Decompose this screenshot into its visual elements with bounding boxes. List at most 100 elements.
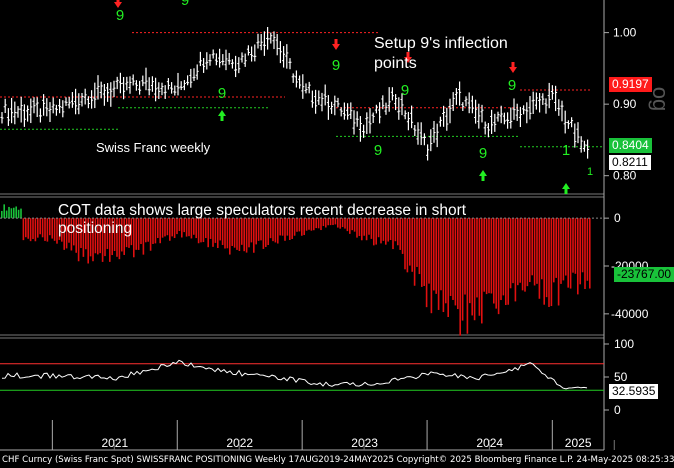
cot-bar [159, 218, 161, 244]
cot-bar [293, 218, 296, 236]
cot-bar [447, 218, 449, 318]
cot-y-tick-label: -40000 [611, 307, 649, 321]
price-tag-resistance: 0.9197 [609, 77, 652, 92]
cot-bar [392, 218, 394, 250]
cot-bar [320, 218, 322, 231]
x-tick-label: 2023 [351, 436, 378, 450]
cot-bar [41, 218, 44, 238]
cot-bar [13, 207, 15, 219]
cot-bar [305, 218, 308, 231]
cot-bar [301, 218, 303, 236]
cot-bar [267, 218, 269, 246]
cot-bar [406, 218, 409, 273]
cot-bar [303, 218, 305, 236]
cot-bar [572, 218, 574, 273]
cot-bar [315, 218, 317, 229]
cot-bar [512, 218, 514, 284]
cot-bar [490, 218, 493, 294]
cot-bar [548, 218, 550, 307]
cot-bar [226, 218, 229, 249]
cot-bar [17, 209, 20, 219]
price-tag-last: 0.8211 [609, 155, 651, 170]
cot-bar [416, 218, 418, 267]
cot-bar [286, 218, 289, 236]
cot-bar [37, 218, 39, 238]
cot-bar [99, 218, 101, 254]
cot-bar [361, 218, 363, 241]
cot-bar [10, 208, 13, 219]
cot-bar [387, 218, 389, 242]
cot-bar [409, 218, 411, 266]
oscillator-y-tick-label: 100 [614, 337, 634, 351]
cot-bar [53, 218, 56, 241]
cot-bar [567, 218, 569, 288]
cot-bar [106, 218, 109, 249]
cot-bar [178, 218, 181, 231]
cot-bar [449, 218, 452, 296]
cot-bar [15, 206, 17, 219]
cot-bar [545, 218, 548, 298]
cot-bar [87, 218, 89, 264]
cot-bar [219, 218, 221, 241]
cot-bar [51, 218, 53, 239]
x-tick-label: 2022 [226, 436, 253, 450]
cot-bar [185, 218, 188, 237]
cot-bar [404, 218, 406, 270]
setup-nine-label: 9 [332, 57, 340, 74]
cot-bar [130, 218, 133, 246]
cot-bar [135, 218, 137, 250]
cot-bar [61, 218, 63, 242]
cot-bar [519, 218, 521, 283]
sell-signal-arrow [332, 39, 340, 50]
cot-bar [1, 210, 3, 219]
cot-bar [442, 218, 445, 313]
cot-bar [25, 218, 27, 238]
cot-bar [145, 218, 147, 243]
cot-bar [459, 218, 461, 336]
cot-bar [63, 218, 65, 250]
cot-bar [471, 218, 473, 316]
cot-bar [334, 218, 337, 225]
cot-bar [183, 218, 185, 233]
cot-bar [75, 218, 77, 253]
cot-bar [464, 218, 466, 295]
cot-bar [493, 218, 495, 304]
cot-bar [430, 218, 433, 314]
cot-bar [373, 218, 375, 246]
cot-bar [507, 218, 509, 305]
cot-bar [466, 218, 469, 334]
cot-bar [577, 218, 579, 295]
oscillator-y-tick-label: 0 [614, 403, 621, 417]
cot-bar [536, 218, 538, 284]
cot-bar [56, 218, 58, 244]
cot-bar [435, 218, 437, 294]
cot-bar [452, 218, 454, 300]
cot-bar [233, 218, 236, 248]
buy-signal-arrow [562, 183, 570, 194]
cot-bar [89, 218, 92, 257]
cot-bar [541, 218, 543, 280]
cot-bar [356, 218, 358, 238]
cot-bar [277, 218, 279, 244]
cot-bar [34, 218, 37, 242]
cot-bar [133, 218, 135, 258]
cot-bar [193, 218, 195, 235]
cot-bar [344, 218, 346, 229]
cot-bar [289, 218, 291, 241]
cot-bar [569, 218, 572, 289]
cot-bar [188, 218, 190, 237]
cot-bar [238, 218, 241, 251]
cot-bar [521, 218, 524, 291]
setup-annotation: Setup 9's inflection points [374, 35, 508, 72]
cot-bar [97, 218, 99, 255]
cot-bar [382, 218, 385, 241]
cot-bar [164, 218, 166, 237]
cot-bar [529, 218, 531, 283]
cot-bar [152, 218, 154, 244]
cot-bar [207, 218, 209, 248]
chart-title: Swiss Franc weekly [96, 140, 211, 155]
cot-bar [495, 218, 497, 309]
cot-bar [221, 218, 224, 245]
cot-bar [265, 218, 267, 248]
cot-bar [205, 218, 207, 239]
